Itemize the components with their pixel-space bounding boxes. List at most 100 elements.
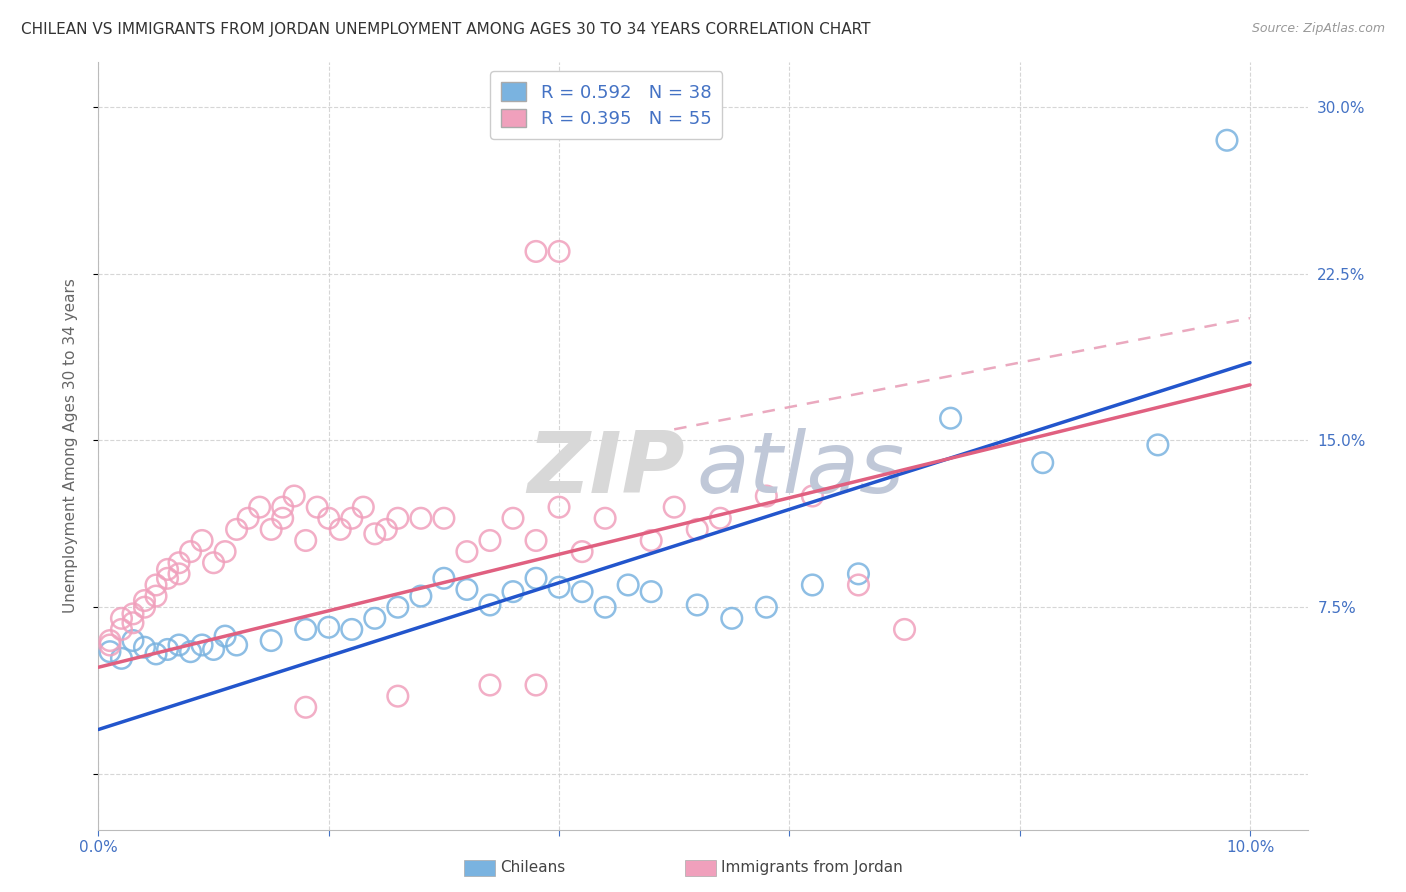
Point [318,620,340,634]
Point [318,511,340,525]
Point [709,511,731,525]
Point [755,489,778,503]
Point [524,533,547,548]
Point [593,600,616,615]
Point [478,678,501,692]
Point [478,598,501,612]
Point [98,633,121,648]
Point [122,615,145,630]
Point [848,566,870,581]
Point [260,633,283,648]
Point [214,544,236,558]
Point [167,638,190,652]
Point [156,642,179,657]
Point [167,566,190,581]
Point [122,607,145,621]
Point [225,638,247,652]
Point [939,411,962,425]
Point [214,629,236,643]
Point [134,593,156,607]
Point [340,511,363,525]
Point [271,511,294,525]
Point [145,647,167,661]
Point [191,638,214,652]
Point [364,526,387,541]
Point [409,589,432,603]
Point [134,640,156,655]
Point [98,645,121,659]
Point [167,556,190,570]
Point [1032,456,1054,470]
Point [110,651,132,665]
Point [283,489,305,503]
Point [236,511,259,525]
Point [524,244,547,259]
Point [294,700,316,714]
Point [456,544,478,558]
Point [249,500,271,515]
Point [145,589,167,603]
Point [548,580,571,594]
Point [664,500,686,515]
Point [180,645,202,659]
Point [686,522,709,536]
Point [755,600,778,615]
Point [571,584,593,599]
Point [307,500,329,515]
Point [617,578,640,592]
Point [893,623,915,637]
Point [122,633,145,648]
Point [640,584,662,599]
Point [848,578,870,592]
Point [260,522,283,536]
Point [202,642,225,657]
Point [145,578,167,592]
Point [340,623,363,637]
Point [456,582,478,597]
Text: CHILEAN VS IMMIGRANTS FROM JORDAN UNEMPLOYMENT AMONG AGES 30 TO 34 YEARS CORRELA: CHILEAN VS IMMIGRANTS FROM JORDAN UNEMPL… [21,22,870,37]
Point [225,522,247,536]
Point [686,598,709,612]
Point [524,678,547,692]
Point [433,571,456,585]
Point [110,623,132,637]
Point [156,571,179,585]
Point [524,571,547,585]
Point [294,623,316,637]
Point [1216,133,1239,147]
Y-axis label: Unemployment Among Ages 30 to 34 years: Unemployment Among Ages 30 to 34 years [63,278,77,614]
Point [433,511,456,525]
Point [548,244,571,259]
Point [375,522,398,536]
Text: atlas: atlas [697,427,905,510]
Point [191,533,214,548]
Point [364,611,387,625]
Point [801,489,824,503]
Point [1147,438,1170,452]
Text: Immigrants from Jordan: Immigrants from Jordan [721,861,903,875]
Point [478,533,501,548]
Point [387,600,409,615]
Text: ZIP: ZIP [527,427,685,510]
Point [98,638,121,652]
Point [502,511,524,525]
Point [502,584,524,599]
Point [180,544,202,558]
Point [156,562,179,576]
Point [110,611,132,625]
Point [548,500,571,515]
Point [593,511,616,525]
Point [329,522,352,536]
Point [571,544,593,558]
Point [352,500,374,515]
Point [294,533,316,548]
Text: Source: ZipAtlas.com: Source: ZipAtlas.com [1251,22,1385,36]
Text: Chileans: Chileans [501,861,565,875]
Point [387,689,409,703]
Point [202,556,225,570]
Point [271,500,294,515]
Point [387,511,409,525]
Point [134,600,156,615]
Point [409,511,432,525]
Point [720,611,742,625]
